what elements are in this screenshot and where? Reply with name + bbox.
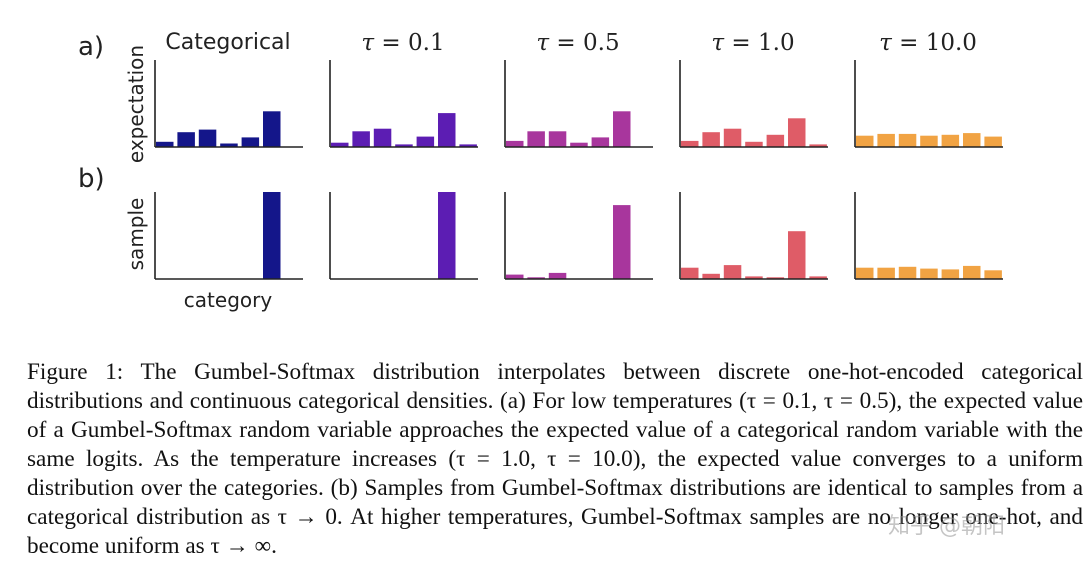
bar-expectation-3-0 [681,140,699,147]
bar-expectation-1-0 [331,142,349,148]
bar-expectation-3-1 [702,132,720,147]
row-label-b: b) [78,164,105,194]
figure: a) b) Categorical τ = 0.1 τ = 0.5 τ = 1.… [78,30,1003,312]
bar-sample-2-1 [527,277,545,279]
bar-expectation-2-0 [506,140,524,147]
bar-sample-3-5 [788,231,806,280]
bar-expectation-4-0 [856,135,874,147]
bar-expectation-2-2 [548,131,567,147]
bar-expectation-4-4 [941,134,960,147]
bar-sample-4-6 [984,270,1002,279]
bar-sample-3-3 [745,276,763,279]
bar-expectation-2-3 [570,142,588,148]
row-label-a: a) [78,32,105,62]
bar-sample-4-0 [856,267,874,279]
bar-expectation-0-2 [198,129,217,147]
bar-expectation-0-1 [177,132,195,147]
bar-sample-3-6 [809,276,827,279]
watermark: 知乎 @朝阳 [888,514,1005,539]
column-title-tau-1-0: τ = 1.0 [711,30,795,56]
bar-expectation-1-3 [395,144,413,147]
bar-sample-3-0 [681,267,699,279]
bar-sample-2-2 [548,272,567,279]
bar-sample-2-0 [506,274,524,279]
subplot-expectation-1 [329,60,478,148]
subplot-sample-2 [504,192,653,280]
bar-sample-4-2 [898,266,917,279]
column-title-tau-0-5: τ = 0.5 [536,30,620,56]
bar-expectation-3-2 [723,128,742,147]
bar-expectation-3-4 [766,134,785,147]
bar-sample-0-5 [263,192,281,279]
bar-sample-3-2 [723,265,742,279]
subplot-expectation-3 [679,60,828,148]
bar-expectation-1-5 [438,113,456,147]
bar-sample-1-5 [438,192,456,279]
subplot-sample-3 [679,192,828,280]
column-title-tau-10-0: τ = 10.0 [879,30,977,56]
bar-sample-4-3 [920,268,938,279]
subplot-expectation-0 [154,60,303,148]
subplot-sample-4 [854,192,1003,280]
subplot-expectation-4 [854,60,1003,148]
bar-sample-4-5 [963,265,981,279]
bar-expectation-2-5 [613,111,631,147]
bar-sample-4-4 [941,269,960,279]
bar-expectation-1-4 [416,136,435,147]
bar-expectation-1-6 [459,144,477,147]
bar-sample-3-1 [702,273,720,279]
subplot-sample-0 [154,192,303,280]
bar-expectation-0-0 [156,141,174,147]
bar-expectation-4-5 [963,133,981,147]
bar-expectation-0-3 [220,143,238,147]
bar-expectation-1-1 [352,131,370,147]
x-axis-label-category: category [183,288,273,312]
column-title-categorical: Categorical [165,30,291,55]
bar-expectation-3-5 [788,118,806,147]
bar-expectation-4-6 [984,136,1002,147]
bar-expectation-4-1 [877,133,895,147]
figure-caption: Figure 1: The Gumbel-Softmax distributio… [27,359,1083,559]
bar-expectation-2-4 [591,137,610,147]
small-multiples-plot [154,60,1003,280]
bar-expectation-0-4 [241,137,260,147]
bar-expectation-3-3 [745,141,763,147]
subplot-expectation-2 [504,60,653,148]
bar-expectation-3-6 [809,144,827,147]
bar-expectation-4-3 [920,135,938,147]
bar-sample-4-1 [877,267,895,279]
column-title-tau-0-1: τ = 0.1 [361,30,445,56]
bar-expectation-1-2 [373,128,392,147]
bar-expectation-4-2 [898,133,917,147]
bar-expectation-2-1 [527,131,545,147]
bar-expectation-0-5 [263,111,281,147]
subplot-sample-1 [329,192,478,280]
bar-sample-3-4 [766,277,785,279]
bar-sample-2-5 [613,205,631,280]
